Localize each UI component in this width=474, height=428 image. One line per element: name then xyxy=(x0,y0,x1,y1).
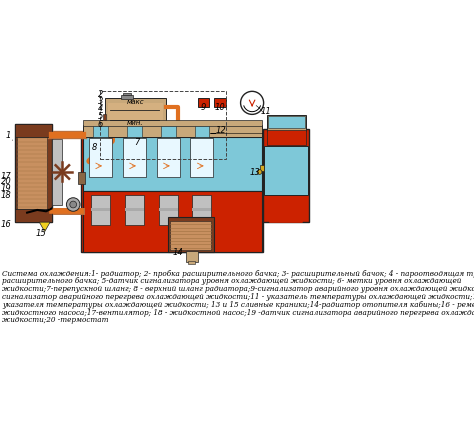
Bar xyxy=(260,164,264,171)
Bar xyxy=(161,126,175,137)
Bar xyxy=(91,208,110,211)
Text: 15: 15 xyxy=(35,229,46,238)
Text: 17: 17 xyxy=(1,172,11,181)
Text: макс: макс xyxy=(127,98,145,104)
Bar xyxy=(123,93,131,95)
Text: 2: 2 xyxy=(98,90,103,99)
Bar xyxy=(15,124,52,137)
Bar xyxy=(191,138,213,177)
Bar xyxy=(264,146,308,195)
Text: 5: 5 xyxy=(98,112,103,121)
Bar xyxy=(214,98,226,107)
Bar xyxy=(82,135,263,252)
Bar xyxy=(125,195,144,225)
Bar xyxy=(109,103,163,125)
Text: 13: 13 xyxy=(249,168,260,177)
Polygon shape xyxy=(39,222,50,232)
Bar xyxy=(103,114,106,120)
Circle shape xyxy=(66,198,80,211)
Bar xyxy=(159,195,178,225)
Text: 4: 4 xyxy=(98,104,103,113)
Bar xyxy=(156,138,180,177)
Text: Система охлаждения:1- радиатор; 2- пробка расширительного бачка; 3- расширительн: Система охлаждения:1- радиатор; 2- пробк… xyxy=(2,270,474,278)
Bar xyxy=(267,130,306,145)
Bar xyxy=(198,98,210,107)
Text: мин.: мин. xyxy=(127,120,144,126)
Bar xyxy=(194,126,210,137)
Bar xyxy=(192,208,211,211)
Bar xyxy=(52,139,63,205)
Polygon shape xyxy=(270,206,302,222)
Bar xyxy=(192,195,211,225)
Bar xyxy=(91,195,110,225)
Bar xyxy=(263,128,309,222)
Bar xyxy=(89,138,112,177)
Bar xyxy=(123,138,146,177)
Circle shape xyxy=(257,169,262,174)
Bar xyxy=(168,217,214,252)
Circle shape xyxy=(241,91,264,114)
Text: 8: 8 xyxy=(92,143,98,152)
Bar xyxy=(93,126,108,137)
Text: 14: 14 xyxy=(172,248,183,257)
Bar xyxy=(268,116,305,128)
Bar xyxy=(82,137,262,191)
Bar xyxy=(15,209,52,222)
Text: 12: 12 xyxy=(216,126,226,135)
Text: жидкостного насоса;17-вентилятор; 18 - жидкостной насос;19 -датчик сигнализатора: жидкостного насоса;17-вентилятор; 18 - ж… xyxy=(2,309,474,317)
Text: 19: 19 xyxy=(1,184,11,193)
Bar xyxy=(127,126,142,137)
Bar xyxy=(15,124,52,222)
Bar xyxy=(125,208,144,211)
Text: расширительного бачка; 5-датчик сигнализатора уровня охлаждающей жидкости; 6- ме: расширительного бачка; 5-датчик сигнализ… xyxy=(2,277,461,285)
Bar xyxy=(267,115,306,131)
Text: 9: 9 xyxy=(201,103,206,112)
Bar xyxy=(82,191,262,252)
Circle shape xyxy=(70,201,77,208)
Text: сигнализатор аварийного перегрева охлаждающей жидкости;11 - указатель температур: сигнализатор аварийного перегрева охлажд… xyxy=(2,293,474,301)
Text: 6: 6 xyxy=(98,120,103,129)
Text: 3: 3 xyxy=(98,97,103,106)
Text: 16: 16 xyxy=(1,220,11,229)
Text: 1: 1 xyxy=(5,131,11,140)
Bar xyxy=(100,91,226,159)
Bar xyxy=(78,172,85,184)
Bar xyxy=(188,262,195,264)
Bar xyxy=(82,125,262,137)
Bar xyxy=(186,251,198,262)
Text: 18: 18 xyxy=(1,191,11,200)
Bar xyxy=(17,128,47,218)
Text: жидкости;7-перепускной шланг; 8 - верхний шланг радиатора;9-сигнализатор аварийн: жидкости;7-перепускной шланг; 8 - верхни… xyxy=(2,285,474,293)
Text: 20: 20 xyxy=(1,177,11,186)
Text: 11: 11 xyxy=(260,107,271,116)
Text: 7: 7 xyxy=(134,138,139,147)
Text: жидкости;20 -термостат: жидкости;20 -термостат xyxy=(2,316,109,324)
Bar xyxy=(105,98,166,127)
Bar xyxy=(120,95,133,99)
Bar xyxy=(82,120,262,126)
Bar xyxy=(170,221,211,250)
Bar xyxy=(159,208,178,211)
Text: указателя температуры охлаждающей жидкости; 13 и 15 сливные краники;14-радиатор : указателя температуры охлаждающей жидкос… xyxy=(2,301,474,309)
Text: 10: 10 xyxy=(214,103,225,112)
